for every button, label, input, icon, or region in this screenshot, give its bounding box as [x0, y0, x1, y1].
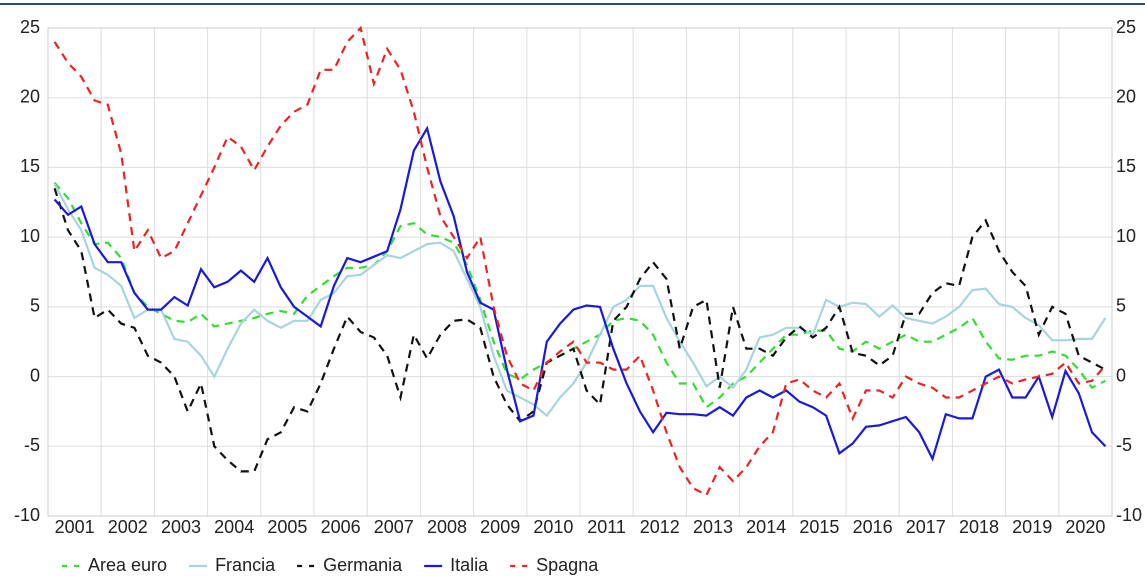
y2-tick-label: 20 — [1116, 86, 1136, 106]
x-tick-label: 2018 — [959, 517, 999, 537]
x-tick-label: 2013 — [693, 517, 733, 537]
legend-label: Germania — [323, 555, 403, 575]
x-tick-label: 2010 — [533, 517, 573, 537]
x-tick-label: 2009 — [480, 517, 520, 537]
x-tick-label: 2011 — [587, 517, 626, 537]
x-tick-label: 2020 — [1065, 517, 1105, 537]
x-tick-label: 2005 — [267, 517, 307, 537]
x-tick-label: 2002 — [108, 517, 148, 537]
x-tick-label: 2008 — [427, 517, 467, 537]
x-tick-label: 2017 — [906, 517, 946, 537]
legend-label: Francia — [215, 555, 276, 575]
x-tick-label: 2012 — [640, 517, 680, 537]
y2-tick-label: 25 — [1116, 17, 1136, 37]
y2-tick-label: 10 — [1116, 226, 1136, 246]
x-tick-label: 2016 — [853, 517, 893, 537]
y2-tick-label: -10 — [1116, 505, 1142, 525]
x-tick-label: 2001 — [55, 517, 95, 537]
y-tick-label: 10 — [20, 226, 40, 246]
y2-tick-label: 15 — [1116, 156, 1136, 176]
x-tick-label: 2019 — [1012, 517, 1052, 537]
x-tick-label: 2014 — [746, 517, 786, 537]
x-tick-label: 2006 — [321, 517, 361, 537]
y-tick-label: 20 — [20, 86, 40, 106]
y-tick-label: -10 — [14, 505, 40, 525]
legend-label: Spagna — [536, 555, 599, 575]
plot-frame — [47, 27, 1113, 517]
x-tick-label: 2015 — [799, 517, 839, 537]
series-line — [53, 187, 1106, 473]
y-tick-label: 25 — [20, 17, 40, 37]
y2-tick-label: 5 — [1116, 296, 1126, 316]
x-tick-label: 2004 — [214, 517, 254, 537]
y-tick-label: -5 — [24, 435, 40, 455]
y-tick-label: 15 — [20, 156, 40, 176]
y2-tick-label: 0 — [1116, 365, 1126, 385]
series-line — [53, 25, 1107, 497]
series-line — [53, 125, 1107, 462]
y2-tick-label: -5 — [1116, 435, 1132, 455]
legend-label: Area euro — [88, 555, 167, 575]
y-tick-label: 5 — [30, 296, 40, 316]
legend-label: Italia — [450, 555, 489, 575]
series-line — [53, 182, 1106, 409]
x-tick-label: 2003 — [161, 517, 201, 537]
y-tick-label: 0 — [30, 365, 40, 385]
x-tick-label: 2007 — [374, 517, 414, 537]
